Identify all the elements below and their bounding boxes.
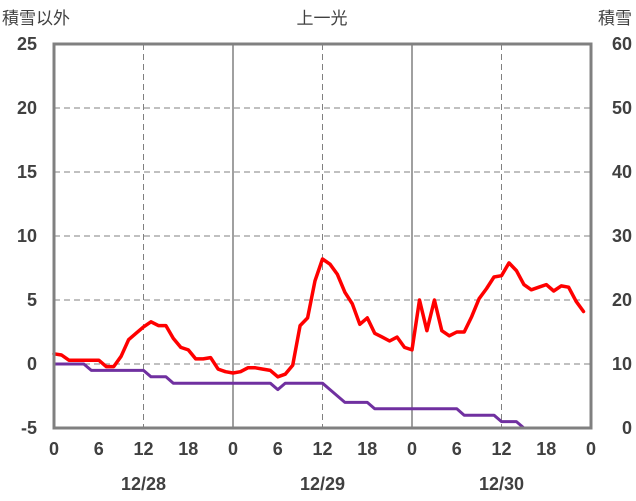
left-tick-label: 20 <box>17 98 37 118</box>
left-axis-title: 積雪以外 <box>2 9 70 29</box>
left-tick-label: 5 <box>27 290 37 310</box>
date-label: 12/28 <box>121 474 166 494</box>
left-tick-label: 0 <box>27 354 37 374</box>
x-tick-label: 18 <box>357 439 377 459</box>
left-tick-label: 15 <box>17 162 37 182</box>
temperature-series-line <box>52 257 586 379</box>
snow-depth-series-line <box>52 362 593 430</box>
x-tick-label: 6 <box>94 439 104 459</box>
x-tick-label: 12 <box>133 439 153 459</box>
right-tick-label: 30 <box>612 226 632 246</box>
x-tick-label: 18 <box>178 439 198 459</box>
left-tick-labels: 25 20 15 10 5 0 -5 <box>17 34 37 438</box>
right-tick-label: 20 <box>612 290 632 310</box>
right-tick-label: 40 <box>612 162 632 182</box>
series-layer <box>52 257 593 430</box>
right-tick-label: 10 <box>612 354 632 374</box>
x-tick-label: 0 <box>407 439 417 459</box>
x-tick-label: 0 <box>586 439 596 459</box>
grid <box>54 44 591 428</box>
right-axis-title: 積雪 <box>598 9 632 29</box>
chart-title: 上一光 <box>297 9 348 29</box>
left-tick-label: 10 <box>17 226 37 246</box>
x-tick-labels: 0 6 12 18 0 6 12 18 0 6 12 18 0 <box>49 439 596 459</box>
x-tick-label: 18 <box>536 439 556 459</box>
x-tick-label: 6 <box>452 439 462 459</box>
date-labels: 12/28 12/29 12/30 <box>121 474 524 494</box>
x-tick-label: 0 <box>49 439 59 459</box>
right-tick-label: 60 <box>612 34 632 54</box>
date-label: 12/29 <box>300 474 345 494</box>
right-tick-labels: 60 50 40 30 20 10 0 <box>612 34 632 438</box>
plot-frame <box>52 42 593 430</box>
x-tick-label: 6 <box>273 439 283 459</box>
x-tick-label: 0 <box>228 439 238 459</box>
right-tick-label: 0 <box>622 418 632 438</box>
right-tick-label: 50 <box>612 98 632 118</box>
x-tick-label: 12 <box>491 439 511 459</box>
left-tick-label: -5 <box>21 418 37 438</box>
x-tick-label: 12 <box>312 439 332 459</box>
date-label: 12/30 <box>479 474 524 494</box>
left-tick-label: 25 <box>17 34 37 54</box>
